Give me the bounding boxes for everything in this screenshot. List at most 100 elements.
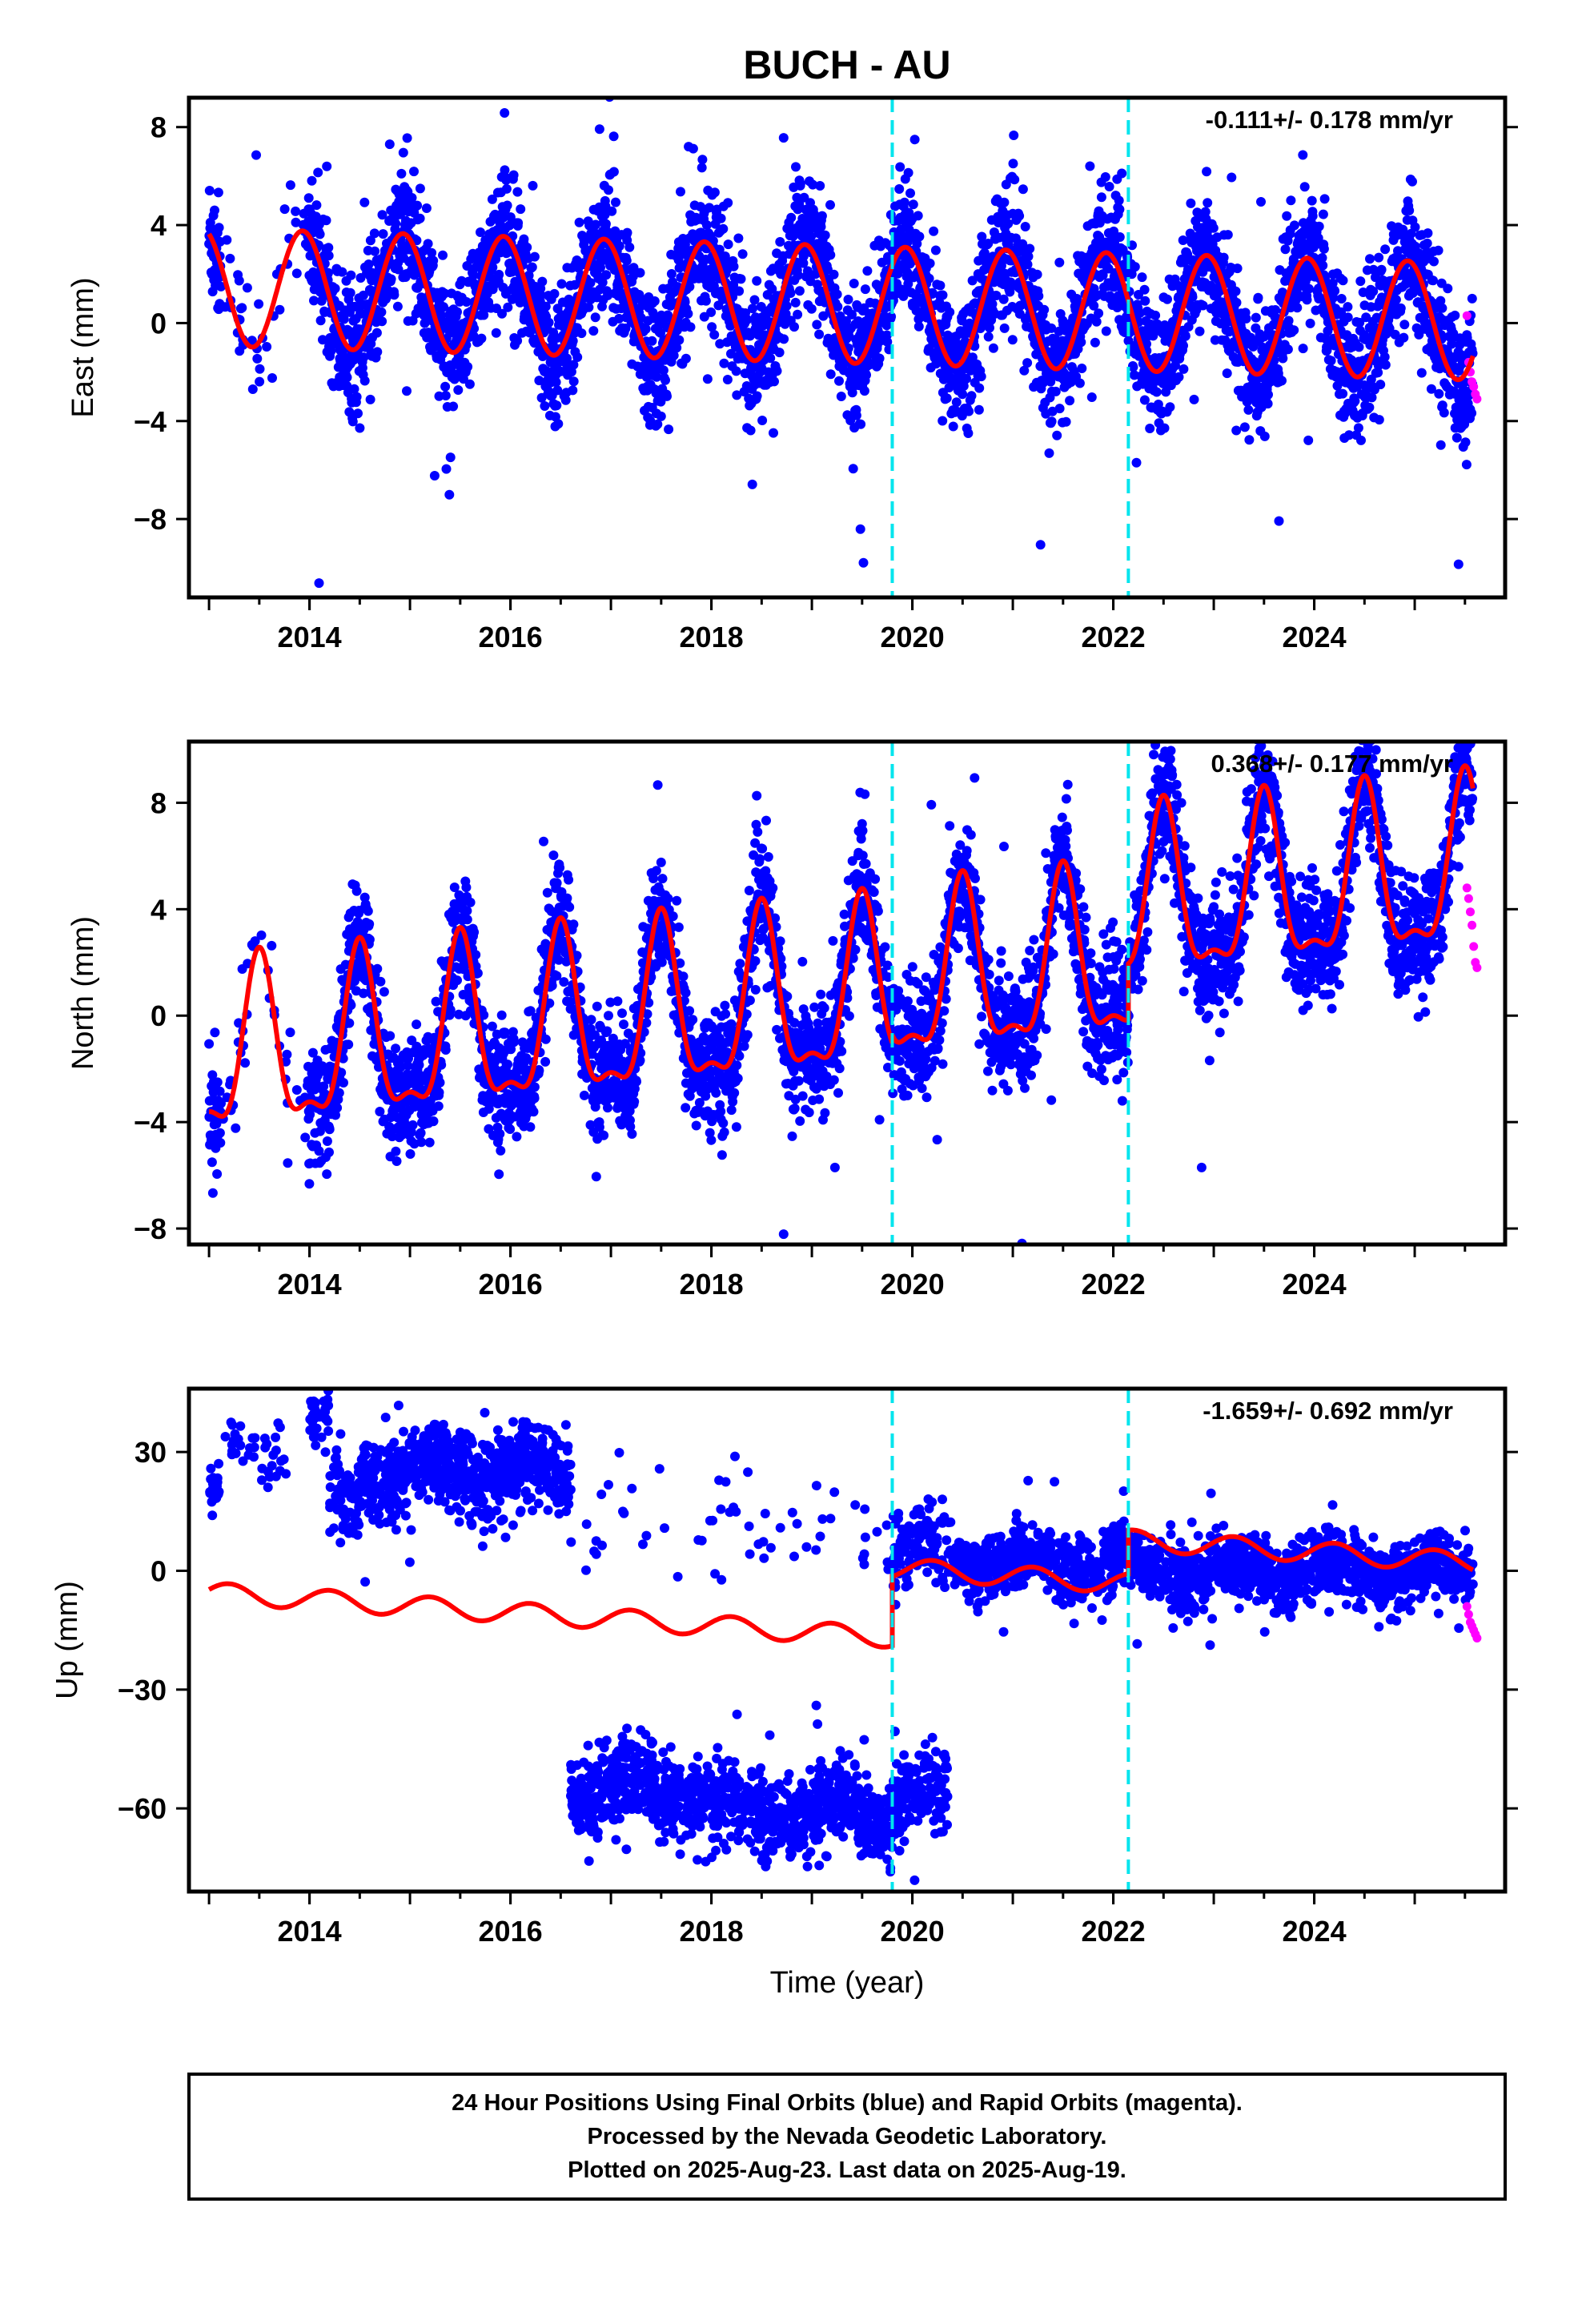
data-point — [537, 276, 548, 287]
data-point — [688, 143, 698, 154]
data-point — [860, 284, 870, 295]
data-point — [1086, 392, 1097, 402]
data-point — [441, 464, 452, 474]
data-point — [498, 212, 508, 223]
data-point — [392, 301, 403, 312]
data-point — [769, 428, 778, 438]
data-point — [757, 416, 768, 425]
data-point — [785, 288, 796, 298]
data-point — [398, 147, 408, 158]
data-point — [409, 167, 419, 177]
data-point — [1162, 294, 1172, 304]
data-point — [1336, 294, 1347, 304]
data-point — [568, 385, 578, 396]
data-point — [666, 269, 677, 279]
data-point — [848, 464, 858, 474]
data-point — [930, 245, 941, 255]
data-point — [1433, 245, 1443, 255]
data-point — [1195, 326, 1205, 336]
data-point — [1077, 364, 1087, 373]
data-point — [1231, 425, 1242, 436]
data-point — [1159, 423, 1170, 433]
data-point — [849, 279, 859, 288]
data-point — [1452, 432, 1462, 443]
data-point — [1303, 435, 1314, 445]
data-point — [1395, 303, 1406, 313]
data-point — [556, 279, 567, 289]
data-point — [267, 373, 277, 383]
data-point — [935, 280, 946, 291]
data-point — [311, 200, 322, 211]
data-point — [1410, 222, 1420, 232]
data-point — [1165, 402, 1175, 412]
data-point — [685, 322, 696, 332]
data-point — [256, 930, 267, 940]
data-point — [1467, 408, 1477, 418]
data-point — [247, 384, 258, 394]
data-point — [1232, 263, 1243, 274]
data-point — [285, 180, 295, 191]
data-point — [748, 304, 757, 314]
data-point — [461, 297, 472, 307]
data-point — [540, 301, 551, 312]
data-point — [662, 391, 672, 401]
data-point — [291, 206, 301, 216]
data-point — [391, 1146, 401, 1156]
data-point — [1422, 238, 1432, 248]
data-point — [389, 290, 400, 300]
data-point — [568, 336, 578, 346]
data-point — [204, 1039, 215, 1049]
data-point — [402, 133, 412, 143]
data-point — [549, 288, 560, 299]
data-point — [825, 369, 836, 380]
data-point — [1283, 344, 1293, 355]
data-point — [1280, 244, 1291, 255]
data-point — [214, 223, 224, 233]
data-point — [438, 250, 448, 260]
data-point — [905, 188, 915, 199]
data-point — [594, 124, 604, 135]
data-point — [843, 295, 853, 304]
data-point — [899, 197, 909, 207]
data-point — [1439, 408, 1449, 418]
data-point — [452, 307, 462, 317]
data-point — [1137, 272, 1147, 283]
data-point — [856, 419, 866, 429]
data-point — [1307, 211, 1318, 221]
data-point — [649, 296, 660, 306]
data-point — [1271, 305, 1280, 315]
data-point — [282, 1049, 292, 1059]
data-point — [1114, 195, 1124, 206]
data-point — [321, 215, 331, 226]
data-point — [781, 301, 792, 311]
data-point — [647, 336, 657, 346]
data-point — [323, 243, 334, 253]
data-point — [1189, 394, 1199, 404]
data-point — [516, 204, 526, 215]
data-point — [322, 1169, 332, 1180]
data-point — [1286, 195, 1296, 206]
data-point — [391, 219, 401, 229]
data-point — [1008, 159, 1018, 169]
data-point — [1231, 286, 1241, 296]
data-point — [1044, 448, 1054, 458]
data-point — [1022, 358, 1033, 368]
data-point — [408, 1120, 418, 1130]
data-point — [337, 267, 347, 277]
data-point — [363, 906, 373, 916]
data-point — [1054, 404, 1065, 414]
data-point — [440, 1045, 451, 1055]
data-point — [861, 370, 871, 380]
data-point — [372, 963, 383, 974]
data-point — [938, 290, 948, 300]
data-point — [439, 302, 448, 312]
data-point — [974, 404, 984, 415]
data-point — [709, 187, 720, 198]
data-point — [1076, 337, 1086, 348]
rapid-point — [1462, 311, 1472, 320]
data-point — [1338, 388, 1348, 399]
data-point — [207, 1188, 218, 1198]
data-point — [359, 376, 370, 386]
data-point — [255, 376, 265, 387]
data-point — [729, 261, 739, 271]
